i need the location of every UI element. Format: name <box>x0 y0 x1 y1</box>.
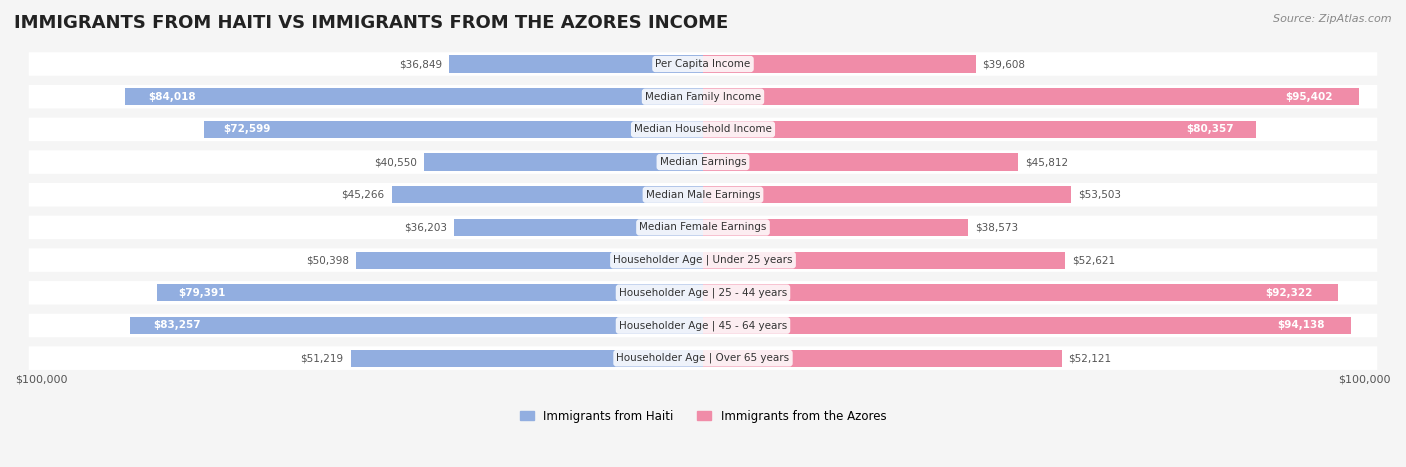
Text: $100,000: $100,000 <box>1339 375 1391 384</box>
Text: $39,608: $39,608 <box>983 59 1025 69</box>
FancyBboxPatch shape <box>28 183 1378 206</box>
Bar <box>703 317 1351 334</box>
Text: $45,266: $45,266 <box>342 190 385 200</box>
FancyBboxPatch shape <box>28 347 1378 370</box>
Bar <box>131 317 703 334</box>
Bar <box>125 88 703 105</box>
FancyBboxPatch shape <box>28 314 1378 337</box>
Bar <box>454 219 703 236</box>
Text: Median Earnings: Median Earnings <box>659 157 747 167</box>
Bar <box>157 284 703 301</box>
Text: $40,550: $40,550 <box>374 157 418 167</box>
Bar <box>703 121 1256 138</box>
Text: Median Family Income: Median Family Income <box>645 92 761 102</box>
FancyBboxPatch shape <box>28 150 1378 174</box>
Bar <box>703 284 1339 301</box>
Text: IMMIGRANTS FROM HAITI VS IMMIGRANTS FROM THE AZORES INCOME: IMMIGRANTS FROM HAITI VS IMMIGRANTS FROM… <box>14 14 728 32</box>
Legend: Immigrants from Haiti, Immigrants from the Azores: Immigrants from Haiti, Immigrants from t… <box>515 405 891 427</box>
Bar <box>703 350 1062 367</box>
Text: Median Female Earnings: Median Female Earnings <box>640 222 766 233</box>
Text: Per Capita Income: Per Capita Income <box>655 59 751 69</box>
Text: Median Household Income: Median Household Income <box>634 124 772 134</box>
Text: Source: ZipAtlas.com: Source: ZipAtlas.com <box>1274 14 1392 24</box>
Text: $80,357: $80,357 <box>1187 124 1233 134</box>
Text: $84,018: $84,018 <box>148 92 195 102</box>
Bar <box>350 350 703 367</box>
Bar <box>356 252 703 269</box>
Text: $50,398: $50,398 <box>307 255 349 265</box>
Text: $92,322: $92,322 <box>1265 288 1313 298</box>
Text: $53,503: $53,503 <box>1078 190 1121 200</box>
Text: $83,257: $83,257 <box>153 320 201 331</box>
Text: $36,849: $36,849 <box>399 59 443 69</box>
Text: Median Male Earnings: Median Male Earnings <box>645 190 761 200</box>
Text: $36,203: $36,203 <box>404 222 447 233</box>
Bar <box>391 186 703 203</box>
FancyBboxPatch shape <box>28 52 1378 76</box>
FancyBboxPatch shape <box>28 118 1378 141</box>
Bar <box>204 121 703 138</box>
FancyBboxPatch shape <box>28 85 1378 108</box>
Bar <box>703 56 976 72</box>
FancyBboxPatch shape <box>28 216 1378 239</box>
FancyBboxPatch shape <box>28 248 1378 272</box>
Text: Householder Age | Under 25 years: Householder Age | Under 25 years <box>613 255 793 265</box>
Text: $52,121: $52,121 <box>1069 353 1112 363</box>
Bar <box>425 154 703 170</box>
Bar <box>450 56 703 72</box>
Bar <box>703 154 1018 170</box>
Bar <box>703 219 969 236</box>
Bar <box>703 252 1064 269</box>
FancyBboxPatch shape <box>28 281 1378 304</box>
Text: $72,599: $72,599 <box>224 124 271 134</box>
Text: $45,812: $45,812 <box>1025 157 1069 167</box>
Text: $79,391: $79,391 <box>179 288 226 298</box>
Text: $94,138: $94,138 <box>1277 320 1324 331</box>
Text: $51,219: $51,219 <box>301 353 343 363</box>
Text: Householder Age | 25 - 44 years: Householder Age | 25 - 44 years <box>619 288 787 298</box>
Bar <box>703 88 1360 105</box>
Text: Householder Age | Over 65 years: Householder Age | Over 65 years <box>616 353 790 363</box>
Text: $95,402: $95,402 <box>1285 92 1333 102</box>
Text: $52,621: $52,621 <box>1071 255 1115 265</box>
Text: Householder Age | 45 - 64 years: Householder Age | 45 - 64 years <box>619 320 787 331</box>
Text: $100,000: $100,000 <box>15 375 67 384</box>
Bar <box>703 186 1071 203</box>
Text: $38,573: $38,573 <box>976 222 1018 233</box>
